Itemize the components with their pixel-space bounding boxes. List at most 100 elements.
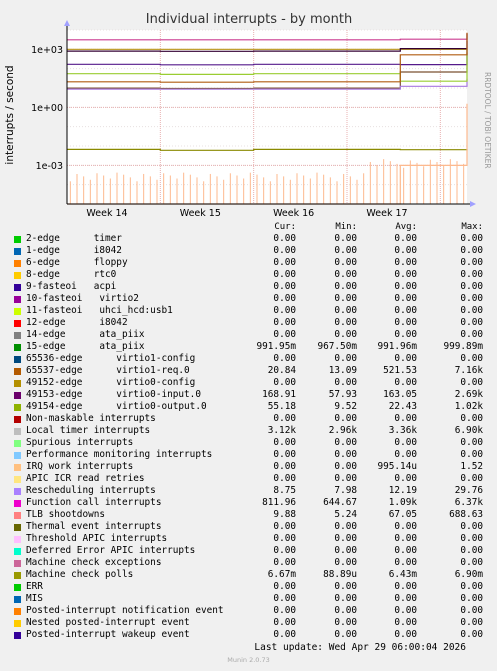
legend-avg-value: 0.00 <box>394 557 417 568</box>
y-tick-label: 1e+00 <box>31 103 63 114</box>
legend-cur-value: 0.00 <box>273 257 296 268</box>
legend-avg-value: 22.43 <box>388 401 417 412</box>
legend-row: 15-edge ata_piix 991.95m 967.50m 991.96m 999… <box>0 341 497 353</box>
series-line <box>67 33 468 52</box>
legend-label: Rescheduling interrupts <box>26 485 156 496</box>
legend-row: 49154-edge virtio0-output.0 55.18 9.52 22.4… <box>0 401 497 413</box>
legend-header-cur: Cur: <box>274 222 296 232</box>
series-line <box>67 32 468 83</box>
legend-min-value: 88.89u <box>323 569 357 580</box>
legend-cur-value: 0.00 <box>273 557 296 568</box>
legend-label: 49152-edge virtio0-config <box>26 377 196 388</box>
legend-swatch <box>14 260 21 267</box>
legend-min-value: 0.00 <box>334 605 357 616</box>
legend-swatch <box>14 428 21 435</box>
legend-swatch <box>14 308 21 315</box>
legend-max-value: 999.89m <box>443 341 483 352</box>
legend-cur-value: 0.00 <box>273 293 296 304</box>
legend-row: Thermal event interrupts 0.00 0.00 0.00 0.00 <box>0 521 497 533</box>
legend-min-value: 0.00 <box>334 449 357 460</box>
legend-row: APIC ICR read retries 0.00 0.00 0.00 0.00 <box>0 473 497 485</box>
legend-min-value: 2.96k <box>328 425 357 436</box>
legend-row: 2-edge timer 0.00 0.00 0.00 0.00 <box>0 233 497 245</box>
legend-max-value: 0.00 <box>460 281 483 292</box>
legend-min-value: 0.00 <box>334 521 357 532</box>
series-line <box>67 78 468 90</box>
legend-swatch <box>14 524 21 531</box>
legend-label: 14-edge ata_piix <box>26 329 145 340</box>
legend-cur-value: 0.00 <box>273 305 296 316</box>
legend-min-value: 0.00 <box>334 533 357 544</box>
legend-avg-value: 0.00 <box>394 581 417 592</box>
legend-cur-value: 0.00 <box>273 317 296 328</box>
legend-row: 1-edge i8042 0.00 0.00 0.00 0.00 <box>0 245 497 257</box>
legend-swatch <box>14 332 21 339</box>
legend-max-value: 1.02k <box>454 401 483 412</box>
legend-max-value: 0.00 <box>460 449 483 460</box>
legend-avg-value: 0.00 <box>394 521 417 532</box>
legend-label: Thermal event interrupts <box>26 521 162 532</box>
legend-header-min: Min: <box>335 222 357 232</box>
legend-max-value: 0.00 <box>460 473 483 484</box>
legend-label: 15-edge ata_piix <box>26 341 145 352</box>
legend-label: Nested posted-interrupt event <box>26 617 190 628</box>
legend-avg-value: 0.00 <box>394 413 417 424</box>
legend-swatch <box>14 464 21 471</box>
legend-min-value: 0.00 <box>334 473 357 484</box>
legend-min-value: 57.93 <box>328 389 357 400</box>
legend-cur-value: 0.00 <box>273 473 296 484</box>
legend-max-value: 688.63 <box>449 509 483 520</box>
legend-row: 65536-edge virtio1-config 0.00 0.00 0.00 0.0… <box>0 353 497 365</box>
legend-swatch <box>14 608 21 615</box>
legend-row: Performance monitoring interrupts 0.00 0.0… <box>0 449 497 461</box>
legend-avg-value: 0.00 <box>394 353 417 364</box>
legend-cur-value: 0.00 <box>273 617 296 628</box>
legend-max-value: 0.00 <box>460 377 483 388</box>
legend-swatch <box>14 584 21 591</box>
legend-swatch <box>14 392 21 399</box>
y-tick-label: 1e-03 <box>36 161 63 172</box>
legend-header-max: Max: <box>461 222 483 232</box>
legend-label: APIC ICR read retries <box>26 473 145 484</box>
legend-avg-value: 0.00 <box>394 605 417 616</box>
legend-avg-value: 0.00 <box>394 281 417 292</box>
legend-swatch <box>14 416 21 423</box>
x-tick-label: Week 15 <box>180 208 221 219</box>
legend-cur-value: 0.00 <box>273 521 296 532</box>
legend-max-value: 0.00 <box>460 233 483 244</box>
legend-swatch <box>14 380 21 387</box>
legend-row: TLB shootdowns 9.88 5.24 67.05 688.63 <box>0 509 497 521</box>
legend-min-value: 0.00 <box>334 293 357 304</box>
legend-swatch <box>14 236 21 243</box>
legend-cur-value: 55.18 <box>267 401 296 412</box>
legend-max-value: 0.00 <box>460 245 483 256</box>
legend-swatch <box>14 404 21 411</box>
legend-avg-value: 0.00 <box>394 377 417 388</box>
ticks: 1e+03 1e+00 1e-03 Week 14 Week 15 Week 16 Week… <box>31 45 408 219</box>
legend-row: Non-maskable interrupts 0.00 0.00 0.00 0.00 <box>0 413 497 425</box>
legend-label: 6-edge floppy <box>26 257 128 268</box>
series-line <box>67 33 468 41</box>
legend-label: TLB shootdowns <box>26 509 106 520</box>
legend-max-value: 0.00 <box>460 533 483 544</box>
legend-swatch <box>14 572 21 579</box>
legend-swatch <box>14 320 21 327</box>
legend-cur-value: 991.95m <box>256 341 296 352</box>
legend-avg-value: 0.00 <box>394 233 417 244</box>
legend-label: 12-edge i8042 <box>26 317 128 328</box>
legend-row: 12-edge i8042 0.00 0.00 0.00 0.00 <box>0 317 497 329</box>
legend-avg-value: 0.00 <box>394 293 417 304</box>
legend-swatch <box>14 344 21 351</box>
legend-swatch <box>14 284 21 291</box>
x-tick-label: Week 17 <box>366 208 407 219</box>
legend-row: Deferred Error APIC interrupts 0.00 0.00 0.… <box>0 545 497 557</box>
legend-max-value: 0.00 <box>460 269 483 280</box>
legend-row: Posted-interrupt wakeup event 0.00 0.00 0.0… <box>0 629 497 641</box>
legend-min-value: 0.00 <box>334 233 357 244</box>
legend-cur-value: 0.00 <box>273 545 296 556</box>
legend-label: 2-edge timer <box>26 233 122 244</box>
legend-avg-value: 521.53 <box>383 365 417 376</box>
legend-label: IRQ work interrupts <box>26 461 134 472</box>
legend-avg-value: 12.19 <box>388 485 417 496</box>
legend-cur-value: 8.75 <box>273 485 296 496</box>
